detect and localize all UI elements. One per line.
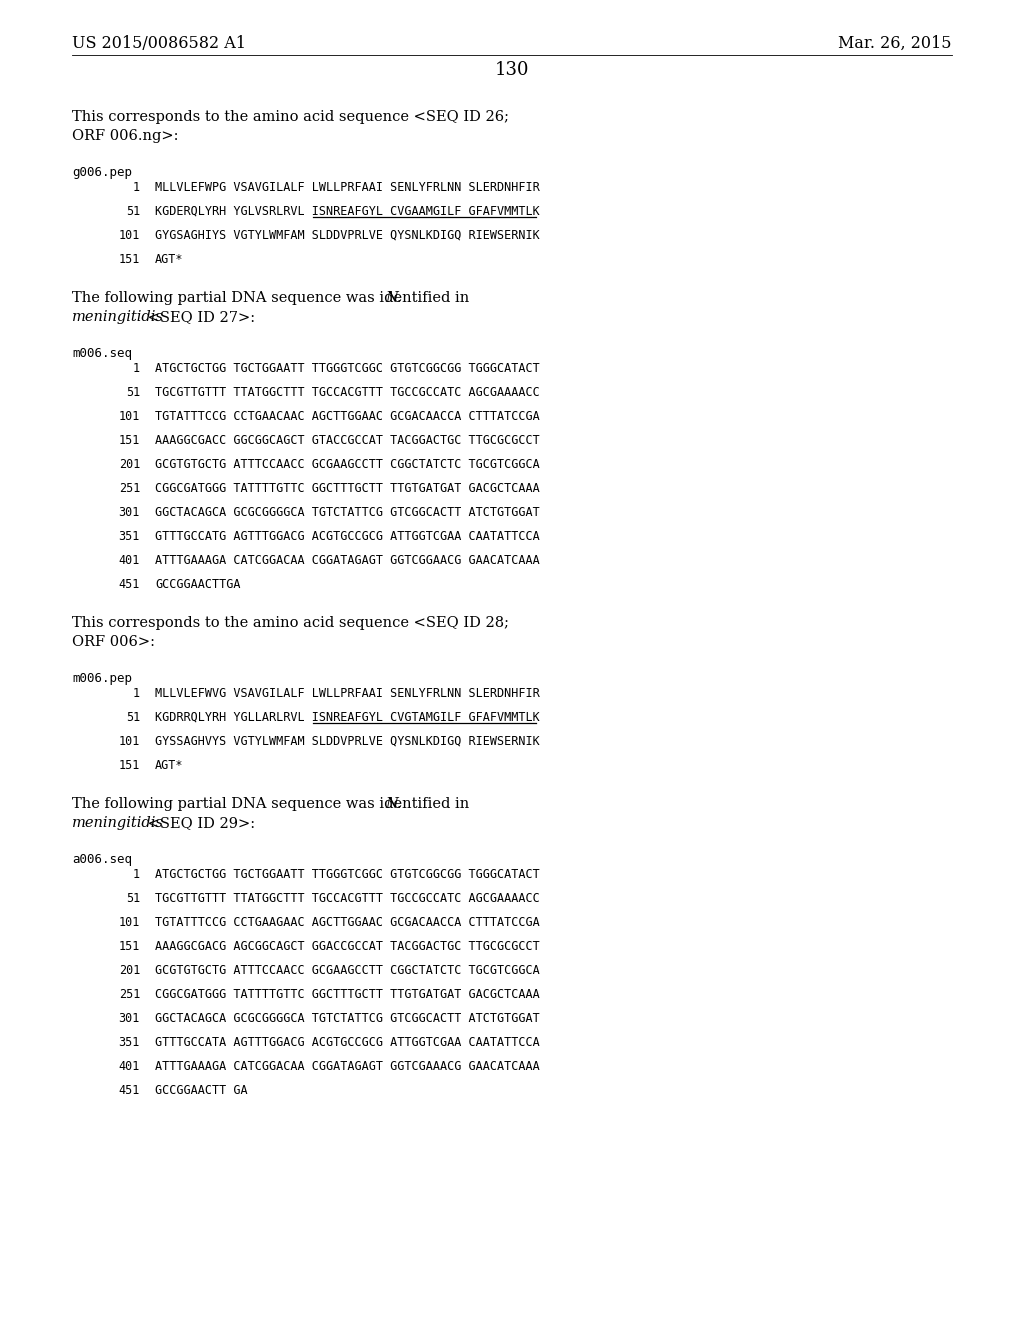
Text: The following partial DNA sequence was identified in: The following partial DNA sequence was i…: [72, 797, 474, 810]
Text: KGDRRQLYRH YGLLARLRVL ISNREAFGYL CVGTAMGILF GFAFVMMTLK: KGDRRQLYRH YGLLARLRVL ISNREAFGYL CVGTAMG…: [155, 711, 540, 723]
Text: N.: N.: [386, 797, 402, 810]
Text: GTTTGCCATA AGTTTGGACG ACGTGCCGCG ATTGGTCGAA CAATATTCCA: GTTTGCCATA AGTTTGGACG ACGTGCCGCG ATTGGTC…: [155, 1036, 540, 1049]
Text: 101: 101: [119, 411, 140, 422]
Text: 101: 101: [119, 228, 140, 242]
Text: 351: 351: [119, 1036, 140, 1049]
Text: 101: 101: [119, 735, 140, 748]
Text: 51: 51: [126, 892, 140, 906]
Text: 51: 51: [126, 385, 140, 399]
Text: US 2015/0086582 A1: US 2015/0086582 A1: [72, 36, 246, 51]
Text: 1: 1: [133, 869, 140, 880]
Text: 1: 1: [133, 181, 140, 194]
Text: 401: 401: [119, 1060, 140, 1073]
Text: 151: 151: [119, 434, 140, 447]
Text: This corresponds to the amino acid sequence <SEQ ID 26;: This corresponds to the amino acid seque…: [72, 110, 509, 124]
Text: The following partial DNA sequence was identified in: The following partial DNA sequence was i…: [72, 290, 474, 305]
Text: MLLVLEFWVG VSAVGILALF LWLLPRFAAI SENLYFRLNN SLERDNHFIR: MLLVLEFWVG VSAVGILALF LWLLPRFAAI SENLYFR…: [155, 686, 540, 700]
Text: <SEQ ID 29>:: <SEQ ID 29>:: [143, 816, 255, 830]
Text: 201: 201: [119, 964, 140, 977]
Text: CGGCGATGGG TATTTTGTTC GGCTTTGCTT TTGTGATGAT GACGCTCAAA: CGGCGATGGG TATTTTGTTC GGCTTTGCTT TTGTGAT…: [155, 482, 540, 495]
Text: g006.pep: g006.pep: [72, 166, 132, 180]
Text: GGCTACAGCA GCGCGGGGCA TGTCTATTCG GTCGGCACTT ATCTGTGGAT: GGCTACAGCA GCGCGGGGCA TGTCTATTCG GTCGGCA…: [155, 1012, 540, 1026]
Text: 301: 301: [119, 1012, 140, 1026]
Text: KGDERQLYRH YGLVSRLRVL ISNREAFGYL CVGAAMGILF GFAFVMMTLK: KGDERQLYRH YGLVSRLRVL ISNREAFGYL CVGAAMG…: [155, 205, 540, 218]
Text: GCCGGAACTTGA: GCCGGAACTTGA: [155, 578, 241, 591]
Text: 151: 151: [119, 759, 140, 772]
Text: TGCGTTGTTT TTATGGCTTT TGCCACGTTT TGCCGCCATC AGCGAAAACC: TGCGTTGTTT TTATGGCTTT TGCCACGTTT TGCCGCC…: [155, 892, 540, 906]
Text: TGTATTTCCG CCTGAACAAC AGCTTGGAAC GCGACAACCA CTTTATCCGA: TGTATTTCCG CCTGAACAAC AGCTTGGAAC GCGACAA…: [155, 411, 540, 422]
Text: a006.seq: a006.seq: [72, 853, 132, 866]
Text: 451: 451: [119, 578, 140, 591]
Text: 251: 251: [119, 482, 140, 495]
Text: ATGCTGCTGG TGCTGGAATT TTGGGTCGGC GTGTCGGCGG TGGGCATACT: ATGCTGCTGG TGCTGGAATT TTGGGTCGGC GTGTCGG…: [155, 869, 540, 880]
Text: 351: 351: [119, 531, 140, 543]
Text: GGCTACAGCA GCGCGGGGCA TGTCTATTCG GTCGGCACTT ATCTGTGGAT: GGCTACAGCA GCGCGGGGCA TGTCTATTCG GTCGGCA…: [155, 506, 540, 519]
Text: N.: N.: [386, 290, 402, 305]
Text: 301: 301: [119, 506, 140, 519]
Text: 201: 201: [119, 458, 140, 471]
Text: CGGCGATGGG TATTTTGTTC GGCTTTGCTT TTGTGATGAT GACGCTCAAA: CGGCGATGGG TATTTTGTTC GGCTTTGCTT TTGTGAT…: [155, 987, 540, 1001]
Text: <SEQ ID 27>:: <SEQ ID 27>:: [143, 310, 255, 323]
Text: m006.seq: m006.seq: [72, 347, 132, 360]
Text: GTTTGCCATG AGTTTGGACG ACGTGCCGCG ATTGGTCGAA CAATATTCCA: GTTTGCCATG AGTTTGGACG ACGTGCCGCG ATTGGTC…: [155, 531, 540, 543]
Text: TGTATTTCCG CCTGAAGAAC AGCTTGGAAC GCGACAACCA CTTTATCCGA: TGTATTTCCG CCTGAAGAAC AGCTTGGAAC GCGACAA…: [155, 916, 540, 929]
Text: 451: 451: [119, 1084, 140, 1097]
Text: 151: 151: [119, 253, 140, 267]
Text: This corresponds to the amino acid sequence <SEQ ID 28;: This corresponds to the amino acid seque…: [72, 616, 509, 630]
Text: GCCGGAACTT GA: GCCGGAACTT GA: [155, 1084, 248, 1097]
Text: m006.pep: m006.pep: [72, 672, 132, 685]
Text: Mar. 26, 2015: Mar. 26, 2015: [839, 36, 952, 51]
Text: GCGTGTGCTG ATTTCCAACC GCGAAGCCTT CGGCTATCTC TGCGTCGGCA: GCGTGTGCTG ATTTCCAACC GCGAAGCCTT CGGCTAT…: [155, 964, 540, 977]
Text: AAAGGCGACC GGCGGCAGCT GTACCGCCAT TACGGACTGC TTGCGCGCCT: AAAGGCGACC GGCGGCAGCT GTACCGCCAT TACGGAC…: [155, 434, 540, 447]
Text: GYSSAGHVYS VGTYLWMFAM SLDDVPRLVE QYSNLKDIGQ RIEWSERNIK: GYSSAGHVYS VGTYLWMFAM SLDDVPRLVE QYSNLKD…: [155, 735, 540, 748]
Text: meningitidis: meningitidis: [72, 816, 164, 830]
Text: meningitidis: meningitidis: [72, 310, 164, 323]
Text: 1: 1: [133, 686, 140, 700]
Text: GYGSAGHIYS VGTYLWMFAM SLDDVPRLVE QYSNLKDIGQ RIEWSERNIK: GYGSAGHIYS VGTYLWMFAM SLDDVPRLVE QYSNLKD…: [155, 228, 540, 242]
Text: ORF 006>:: ORF 006>:: [72, 635, 155, 649]
Text: ATTTGAAAGA CATCGGACAA CGGATAGAGT GGTCGGAACG GAACATCAAA: ATTTGAAAGA CATCGGACAA CGGATAGAGT GGTCGGA…: [155, 554, 540, 568]
Text: 1: 1: [133, 362, 140, 375]
Text: ORF 006.ng>:: ORF 006.ng>:: [72, 129, 178, 143]
Text: 401: 401: [119, 554, 140, 568]
Text: AGT*: AGT*: [155, 759, 183, 772]
Text: AGT*: AGT*: [155, 253, 183, 267]
Text: 51: 51: [126, 711, 140, 723]
Text: MLLVLEFWPG VSAVGILALF LWLLPRFAAI SENLYFRLNN SLERDNHFIR: MLLVLEFWPG VSAVGILALF LWLLPRFAAI SENLYFR…: [155, 181, 540, 194]
Text: 251: 251: [119, 987, 140, 1001]
Text: ATGCTGCTGG TGCTGGAATT TTGGGTCGGC GTGTCGGCGG TGGGCATACT: ATGCTGCTGG TGCTGGAATT TTGGGTCGGC GTGTCGG…: [155, 362, 540, 375]
Text: 51: 51: [126, 205, 140, 218]
Text: AAAGGCGACG AGCGGCAGCT GGACCGCCAT TACGGACTGC TTGCGCGCCT: AAAGGCGACG AGCGGCAGCT GGACCGCCAT TACGGAC…: [155, 940, 540, 953]
Text: TGCGTTGTTT TTATGGCTTT TGCCACGTTT TGCCGCCATC AGCGAAAACC: TGCGTTGTTT TTATGGCTTT TGCCACGTTT TGCCGCC…: [155, 385, 540, 399]
Text: 151: 151: [119, 940, 140, 953]
Text: 101: 101: [119, 916, 140, 929]
Text: GCGTGTGCTG ATTTCCAACC GCGAAGCCTT CGGCTATCTC TGCGTCGGCA: GCGTGTGCTG ATTTCCAACC GCGAAGCCTT CGGCTAT…: [155, 458, 540, 471]
Text: 130: 130: [495, 61, 529, 79]
Text: ATTTGAAAGA CATCGGACAA CGGATAGAGT GGTCGAAACG GAACATCAAA: ATTTGAAAGA CATCGGACAA CGGATAGAGT GGTCGAA…: [155, 1060, 540, 1073]
